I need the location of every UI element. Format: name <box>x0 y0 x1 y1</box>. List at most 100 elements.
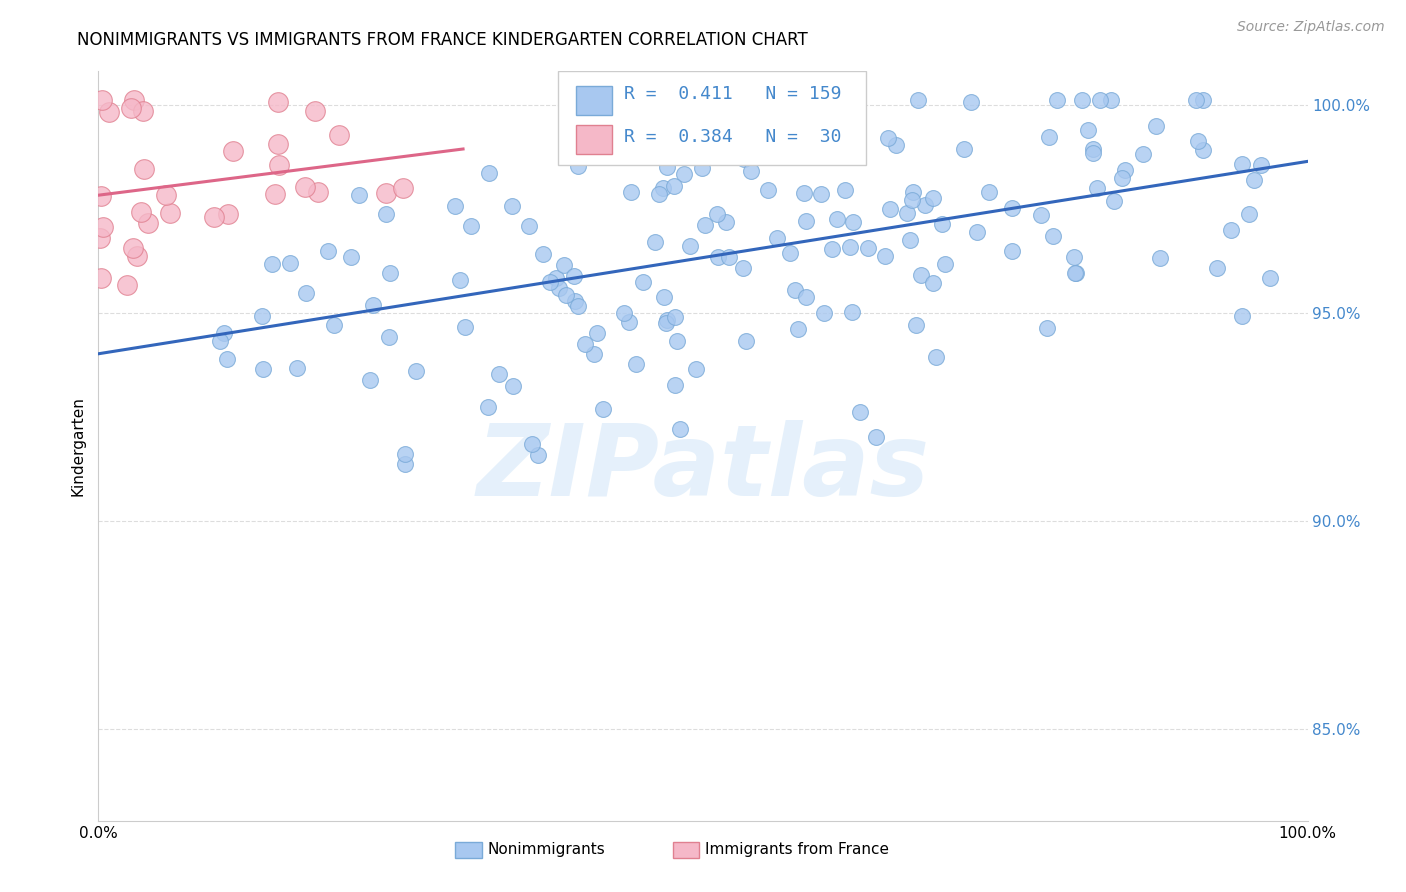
Point <box>562 268 585 283</box>
Point <box>1064 267 1087 281</box>
Y-axis label: Kindergarten: Kindergarten <box>70 396 86 496</box>
FancyBboxPatch shape <box>576 125 613 153</box>
Point <box>202 210 225 224</box>
Point <box>856 241 879 255</box>
Point <box>896 206 918 220</box>
Point <box>904 318 927 332</box>
Point <box>821 243 844 257</box>
Point <box>921 191 943 205</box>
Point <box>827 211 849 226</box>
Text: R =  0.384   N =  30: R = 0.384 N = 30 <box>624 128 842 146</box>
Point <box>155 187 177 202</box>
Point <box>841 305 863 319</box>
Point <box>718 250 741 264</box>
Point <box>316 244 339 259</box>
Point <box>733 261 755 276</box>
Point <box>793 186 815 200</box>
Point <box>1192 143 1215 157</box>
Point <box>879 202 901 216</box>
Point <box>215 351 238 366</box>
Point <box>520 437 543 451</box>
Point <box>90 94 112 108</box>
Point <box>460 219 482 233</box>
Text: ZIPatlas: ZIPatlas <box>477 420 929 517</box>
Point <box>1230 157 1253 171</box>
Point <box>914 198 936 212</box>
Point <box>768 94 790 108</box>
Point <box>374 186 396 200</box>
Point <box>977 185 1000 199</box>
Point <box>260 257 283 271</box>
Point <box>478 166 501 180</box>
Point <box>669 422 692 436</box>
Point <box>1250 158 1272 172</box>
Point <box>839 240 862 254</box>
Point <box>1077 123 1099 137</box>
Point <box>267 95 290 110</box>
Point <box>129 205 152 219</box>
Point <box>842 215 865 229</box>
Point <box>394 446 416 460</box>
Point <box>488 368 510 382</box>
FancyBboxPatch shape <box>456 842 482 858</box>
Point <box>624 357 647 371</box>
Point <box>703 94 725 108</box>
Point <box>294 179 316 194</box>
Point <box>655 160 678 174</box>
Point <box>295 286 318 301</box>
Point <box>734 152 756 166</box>
Point <box>592 401 614 416</box>
Point <box>813 306 835 320</box>
Point <box>766 231 789 245</box>
Point <box>652 181 675 195</box>
Point <box>328 128 350 142</box>
Point <box>787 322 810 336</box>
Point <box>779 246 801 260</box>
Point <box>953 143 976 157</box>
Point <box>707 250 730 264</box>
Point <box>865 430 887 444</box>
Point <box>93 219 115 234</box>
Point <box>650 106 672 120</box>
Point <box>477 400 499 414</box>
Point <box>665 334 688 349</box>
Point <box>578 94 600 108</box>
Point <box>654 316 676 330</box>
Point <box>689 121 711 136</box>
Point <box>1232 309 1254 323</box>
Point <box>960 95 983 110</box>
Point <box>664 378 686 392</box>
Point <box>903 185 925 199</box>
Point <box>567 159 589 173</box>
Point <box>121 241 143 255</box>
Point <box>679 239 702 253</box>
Point <box>555 288 578 302</box>
Point <box>1088 94 1111 108</box>
Point <box>613 306 636 320</box>
Point <box>1149 251 1171 265</box>
Point <box>89 230 111 244</box>
Point <box>363 298 385 312</box>
Point <box>266 137 288 152</box>
Point <box>304 103 326 118</box>
Point <box>531 246 554 260</box>
Point <box>527 449 550 463</box>
Point <box>873 249 896 263</box>
FancyBboxPatch shape <box>673 842 699 858</box>
Point <box>794 290 817 304</box>
Point <box>98 105 121 120</box>
Point <box>131 103 153 118</box>
Point <box>672 167 695 181</box>
Point <box>631 275 654 289</box>
Point <box>454 320 477 334</box>
Point <box>810 186 832 201</box>
Point <box>655 313 678 327</box>
Point <box>359 373 381 387</box>
Point <box>756 183 779 197</box>
Point <box>1102 194 1125 208</box>
Point <box>124 94 146 108</box>
Point <box>136 216 159 230</box>
Point <box>1243 173 1265 187</box>
Point <box>1085 181 1108 195</box>
Text: Source: ZipAtlas.com: Source: ZipAtlas.com <box>1237 20 1385 34</box>
